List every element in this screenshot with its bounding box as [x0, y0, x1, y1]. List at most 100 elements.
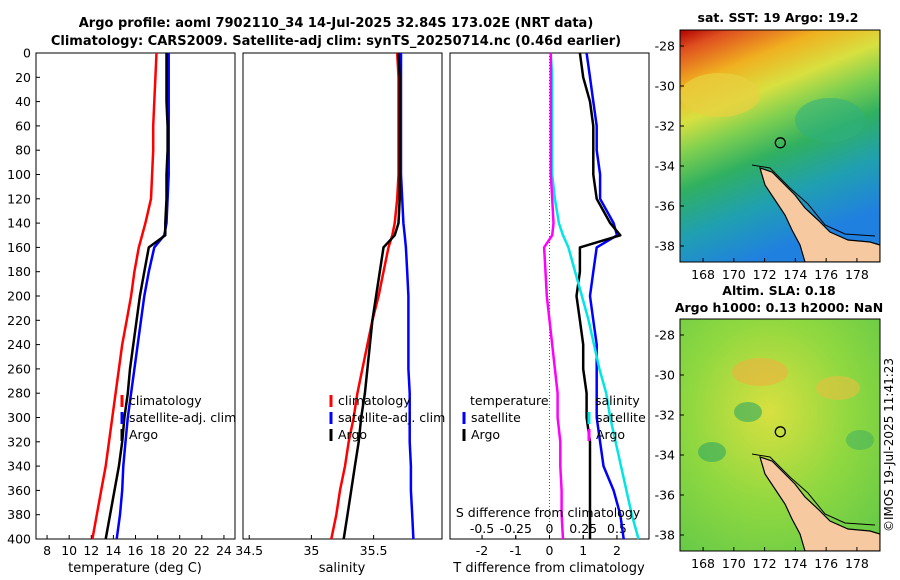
salinity-profile-panel: 34.5 35 35.5 climatology satellite-adj. cl… — [235, 52, 445, 576]
depth-tick-label: 200 — [7, 289, 31, 304]
legend-label-satellite: satellite-adj. clim — [129, 410, 236, 425]
sla-lat-tick-label: -28 — [655, 328, 675, 343]
temperature-tick-label: 24 — [216, 543, 232, 558]
sla-high-patch — [816, 376, 860, 400]
depth-tick-label: 280 — [7, 386, 31, 401]
t-difference-tick-label: 1 — [579, 543, 587, 558]
sla-high-patch — [732, 358, 788, 386]
depth-tick-label: 20 — [15, 70, 31, 85]
depth-tick-label: 140 — [7, 216, 31, 231]
salinity-satellite-line — [549, 52, 640, 540]
depth-tick-label: 260 — [7, 361, 31, 376]
depth-tick-label: 120 — [7, 191, 31, 206]
sla-coastline-outline — [751, 453, 876, 526]
temperature-tick-label: 14 — [105, 543, 121, 558]
sst-lat-tick-label: -28 — [655, 39, 675, 54]
legend-label-t-satellite: satellite — [471, 410, 521, 425]
difference-series — [542, 52, 640, 540]
sla-map-title-line2: Argo h1000: 0.13 h2000: NaN — [675, 300, 883, 315]
t-difference-xlabel: T difference from climatology — [452, 561, 645, 576]
sst-lon-tick-label: 176 — [814, 267, 838, 282]
sla-map-ticks: 168 170 172 174 176 178 -28 -30 -32 -34 -36 -38 — [655, 328, 869, 572]
legend-label-climatology: climatology — [129, 393, 202, 408]
sla-lat-tick-label: -36 — [655, 488, 675, 503]
sla-lon-tick-label: 168 — [691, 556, 715, 571]
salinity-argo-line — [542, 53, 565, 540]
sst-lon-tick-label: 174 — [783, 267, 807, 282]
depth-tick-label: 100 — [7, 167, 31, 182]
sst-lon-tick-label: 170 — [722, 267, 746, 282]
sla-lat-tick-label: -38 — [655, 528, 675, 543]
depth-tick-label: 360 — [7, 483, 31, 498]
s-difference-tick-label: 0 — [546, 521, 554, 536]
depth-tick-label: 320 — [7, 434, 31, 449]
depth-tick-label: 160 — [7, 240, 31, 255]
sla-argo-float-marker — [774, 426, 786, 438]
sst-coastline-outline — [751, 164, 876, 237]
difference-profile-panel: -2 -1 0 1 2 -0.5 -0.25 0 0.25 0.5 temperature sa… — [449, 52, 650, 576]
sst-field — [680, 30, 880, 262]
sla-field — [680, 319, 880, 551]
sst-map-title: sat. SST: 19 Argo: 19.2 — [698, 10, 859, 25]
sla-map-axes-box — [679, 318, 881, 552]
sst-argo-float-marker — [774, 137, 786, 149]
depth-tick-label: 180 — [7, 264, 31, 279]
depth-tick-label: 300 — [7, 410, 31, 425]
temperature-tick-label: 18 — [150, 543, 166, 558]
temperature-satellite-line — [585, 52, 625, 540]
sla-lon-tick-label: 174 — [783, 556, 807, 571]
t-difference-tick-label: 0 — [546, 543, 554, 558]
s-difference-tick-label: -0.25 — [500, 521, 532, 536]
s-difference-xlabel: S difference from climatology — [456, 505, 641, 520]
sla-map-title-line1: Altim. SLA: 0.18 — [722, 283, 835, 298]
figure-title-line1: Argo profile: aoml 7902110_34 14-Jul-202… — [79, 16, 594, 31]
sst-lon-tick-label: 178 — [845, 267, 869, 282]
legend-label-satellite: satellite-adj. clim — [338, 410, 445, 425]
t-difference-tick-label: -2 — [476, 543, 488, 558]
sla-map-panel: Altim. SLA: 0.18 Argo h1000: 0.13 h2000:… — [655, 283, 884, 571]
sla-lat-tick-label: -34 — [655, 448, 675, 463]
figure-title-line2: Climatology: CARS2009. Satellite-adj cli… — [51, 34, 621, 49]
sla-lon-tick-label: 178 — [845, 556, 869, 571]
sla-lat-tick-label: -32 — [655, 408, 675, 423]
depth-tick-label: 80 — [15, 143, 31, 158]
legend-label-argo: Argo — [338, 427, 367, 442]
sst-map-ticks: 168 170 172 174 176 178 -28 -30 -32 -34 -36 -38 — [655, 39, 869, 283]
difference-legend: temperature satellite Argo salinity sate… — [462, 393, 646, 442]
temperature-tick-label: 8 — [43, 543, 51, 558]
temperature-tick-label: 16 — [128, 543, 144, 558]
sst-map-axes-box — [679, 29, 881, 263]
sst-lat-tick-label: -32 — [655, 119, 675, 134]
temperature-axis-ticks: 8 10 12 14 16 18 20 22 24 — [43, 535, 232, 558]
sla-lon-tick-label: 176 — [814, 556, 838, 571]
salinity-tick-label: 34.5 — [235, 543, 263, 558]
legend-label-climatology: climatology — [338, 393, 411, 408]
sla-lon-tick-label: 170 — [722, 556, 746, 571]
depth-tick-label: 60 — [15, 118, 31, 133]
sst-cool-patch — [795, 98, 865, 142]
salinity-axis-ticks: 34.5 35 35.5 — [235, 535, 388, 558]
sla-new-zealand-land — [759, 456, 880, 551]
salinity-tick-label: 35 — [303, 543, 319, 558]
s-difference-tick-label: -0.5 — [470, 521, 494, 536]
legend-title-temperature: temperature — [470, 393, 549, 408]
salinity-legend: climatology satellite-adj. clim Argo — [329, 393, 445, 442]
legend-title-salinity: salinity — [595, 393, 640, 408]
salinity-argo-line — [342, 52, 401, 540]
imos-credit: ©IMOS 19-Jul-2025 11:41:23 — [882, 358, 896, 532]
sst-warm-patch — [680, 73, 760, 117]
legend-label-argo: Argo — [129, 427, 158, 442]
salinity-tick-label: 35.5 — [360, 543, 388, 558]
sla-low-patch — [698, 442, 726, 462]
depth-tick-label: 380 — [7, 507, 31, 522]
depth-tick-label: 220 — [7, 313, 31, 328]
depth-tick-label: 0 — [23, 46, 31, 61]
depth-tick-label: 400 — [7, 532, 31, 547]
temperature-axes-box — [35, 52, 236, 540]
depth-tick-label: 340 — [7, 459, 31, 474]
temperature-tick-label: 22 — [194, 543, 210, 558]
temperature-tick-label: 20 — [172, 543, 188, 558]
sst-lat-tick-label: -34 — [655, 159, 675, 174]
salinity-xlabel: salinity — [319, 561, 366, 576]
sla-low-patch — [734, 402, 762, 422]
